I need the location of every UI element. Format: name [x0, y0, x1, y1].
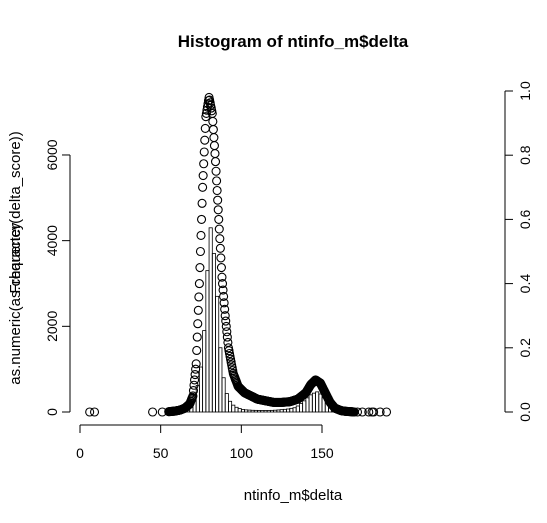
overlay-point — [210, 134, 218, 142]
x-axis-label: ntinfo_m$delta — [244, 487, 343, 504]
histogram-bar — [235, 407, 238, 412]
overlay-point — [217, 264, 225, 272]
overlay-point — [199, 172, 207, 180]
overlay-point — [201, 136, 209, 144]
overlay-point — [194, 306, 202, 314]
histogram-bar — [261, 411, 264, 413]
overlay-point — [212, 167, 220, 175]
right-axis-tick-label: 0.4 — [517, 274, 533, 294]
overlay-point — [200, 148, 208, 156]
histogram-bar — [267, 411, 270, 413]
overlay-point — [214, 206, 222, 214]
right-axis-tick-label: 0.2 — [517, 338, 533, 358]
left-axis-tick-label: 2000 — [44, 311, 60, 342]
histogram-bar — [254, 410, 257, 412]
histogram-bar — [309, 395, 312, 412]
right-y-axis: 0.0 0.2 0.4 0.6 0.8 1.0 — [505, 81, 533, 422]
overlay-point — [212, 158, 220, 166]
overlay-point — [198, 215, 206, 223]
histogram-bar — [312, 393, 315, 412]
overlay-point — [197, 231, 205, 239]
left-axis-tick-label: 4000 — [44, 225, 60, 256]
right-axis-tick-label: 0.8 — [517, 145, 533, 165]
x-axis-tick-label: 150 — [310, 445, 334, 461]
overlay-point — [195, 293, 203, 301]
histogram-bar — [219, 348, 222, 412]
histogram-bar — [199, 367, 202, 412]
overlay-point — [215, 225, 223, 233]
histogram-bar — [238, 409, 241, 412]
overlay-point — [198, 199, 206, 207]
overlay-point — [215, 215, 223, 223]
histogram-bar — [306, 398, 309, 412]
overlay-points — [86, 93, 391, 416]
left-y-axis: 0 2000 4000 6000 — [44, 139, 70, 416]
histogram-bar — [316, 392, 319, 412]
overlay-point — [216, 244, 224, 252]
left-axis-tick-label: 6000 — [44, 139, 60, 170]
histogram-bar — [222, 378, 225, 412]
histogram-bar — [245, 410, 248, 412]
histogram-bar — [248, 410, 251, 412]
overlay-point — [216, 235, 224, 243]
overlay-point — [196, 264, 204, 272]
overlay-point — [199, 183, 207, 191]
overlay-point — [201, 124, 209, 132]
overlay-point — [213, 177, 221, 185]
histogram-bar — [296, 406, 299, 412]
histogram-bar — [225, 394, 228, 412]
histogram-bar — [203, 331, 206, 412]
overlay-point — [196, 248, 204, 256]
histogram-bar — [270, 410, 273, 412]
overlay-point — [209, 126, 217, 134]
left-axis-tick-label: 0 — [44, 408, 60, 416]
histogram-bar — [274, 410, 277, 412]
histogram-bar — [216, 296, 219, 412]
histogram-bar — [319, 394, 322, 412]
histogram-bar — [303, 401, 306, 412]
overlay-point — [193, 346, 201, 354]
overlay-point — [217, 254, 225, 262]
chart-title: Histogram of ntinfo_m$delta — [178, 32, 409, 51]
overlay-point — [211, 150, 219, 158]
histogram-bar — [232, 405, 235, 412]
overlay-point — [200, 160, 208, 168]
overlay-point — [210, 142, 218, 150]
overlay-point — [91, 408, 99, 416]
x-axis-tick-label: 100 — [230, 445, 254, 461]
histogram-bar — [209, 228, 212, 412]
overlay-point — [194, 320, 202, 328]
right-axis-tick-label: 1.0 — [517, 81, 533, 101]
overlay-point — [193, 333, 201, 341]
histogram-bar — [290, 408, 293, 412]
histogram-bar — [283, 409, 286, 412]
overlay-point — [192, 360, 200, 368]
histogram-bar — [251, 410, 254, 412]
overlay-point — [214, 196, 222, 204]
histogram-bar — [293, 408, 296, 412]
histogram-bar — [257, 410, 260, 412]
histogram-bar — [299, 403, 302, 412]
overlay-point — [209, 118, 217, 126]
right-axis-tick-label: 0.0 — [517, 402, 533, 422]
histogram-bar — [287, 409, 290, 412]
overlay-point — [149, 408, 157, 416]
x-axis: 0 50 100 150 — [76, 425, 334, 461]
overlay-point — [195, 280, 203, 288]
overlay-point — [213, 187, 221, 195]
histogram-bar — [280, 410, 283, 412]
x-axis-tick-label: 0 — [76, 445, 84, 461]
x-axis-tick-label: 50 — [153, 445, 169, 461]
histogram-bar — [264, 411, 267, 412]
histogram-bar — [228, 401, 231, 412]
right-axis-tick-label: 0.6 — [517, 209, 533, 229]
histogram-bar — [241, 409, 244, 412]
histogram-bar — [206, 271, 209, 412]
y-axis-label-left-2: Frequency — [7, 222, 24, 293]
histogram-bar — [277, 410, 280, 412]
histogram-bar — [212, 254, 215, 413]
